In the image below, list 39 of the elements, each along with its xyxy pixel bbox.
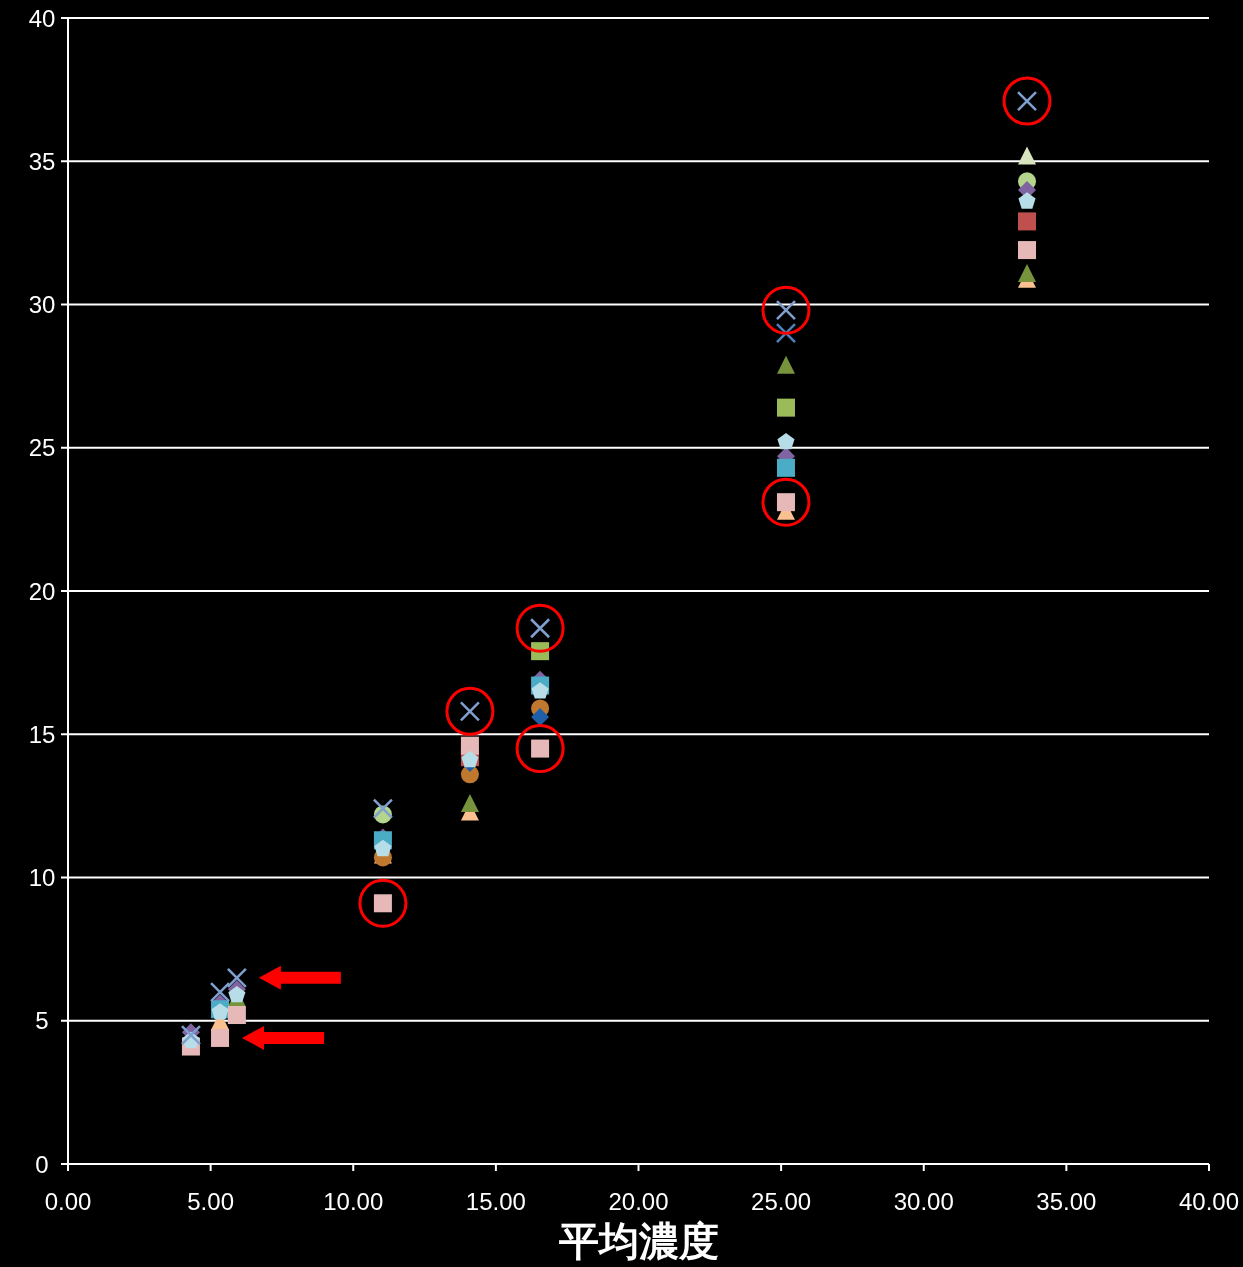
point (1018, 192, 1036, 209)
y-tick-label: 5 (35, 1007, 49, 1035)
point (531, 708, 550, 727)
x-tick-label: 10.00 (323, 1188, 384, 1215)
point (209, 981, 231, 1003)
point (776, 458, 795, 477)
x-tick-label: 20.00 (608, 1188, 669, 1215)
point (228, 985, 246, 1003)
y-tick-label: 40 (28, 4, 56, 32)
x-tick-label: 40.00 (1178, 1188, 1240, 1215)
y-tick-label: 15 (28, 720, 56, 748)
y-tick-label: 0 (35, 1150, 49, 1178)
point (531, 682, 549, 699)
y-tick-label: 10 (28, 864, 56, 891)
point (460, 794, 479, 813)
point (460, 736, 479, 755)
point (226, 967, 248, 989)
point (777, 433, 795, 450)
x-tick-label: 35.00 (1036, 1188, 1097, 1215)
point (1018, 212, 1037, 231)
point (227, 1006, 246, 1025)
y-tick-label: 30 (28, 291, 56, 318)
point (1018, 263, 1037, 282)
point (372, 798, 394, 819)
x-tick-label: 15.00 (465, 1188, 526, 1215)
point (776, 398, 795, 417)
point (1018, 146, 1037, 165)
x-tick-label: 5.00 (187, 1188, 234, 1215)
point (211, 1028, 230, 1047)
point (374, 839, 392, 857)
y-tick-label: 25 (28, 434, 56, 462)
x-axis-title: 平均濃度 (557, 1219, 719, 1263)
y-tick-label: 35 (28, 147, 56, 175)
x-tick-label: 30.00 (893, 1188, 954, 1215)
point (776, 355, 795, 374)
x-tick-label: 0.00 (44, 1188, 92, 1215)
y-tick-label: 20 (28, 577, 56, 605)
x-tick-label: 25.00 (751, 1188, 812, 1215)
point (1018, 241, 1037, 260)
